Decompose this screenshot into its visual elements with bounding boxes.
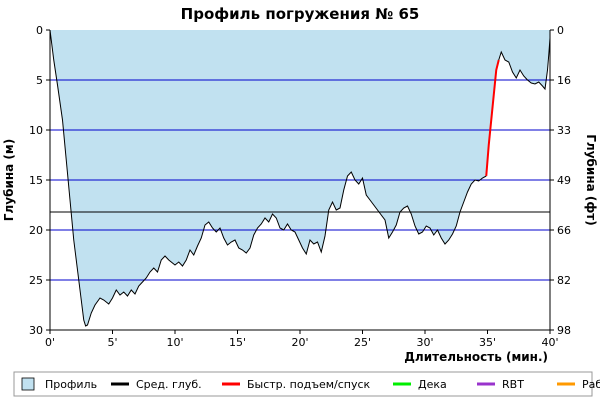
x-tick-label: 5' — [107, 336, 117, 349]
y-tick-label-left: 10 — [29, 124, 43, 137]
y-tick-label-left: 5 — [36, 74, 43, 87]
x-tick-label: 15' — [229, 336, 246, 349]
x-tick-label: 25' — [354, 336, 371, 349]
y-axis-title-right: Глубина (фт) — [584, 134, 598, 225]
legend-label-2: Быстр. подъем/спуск — [247, 378, 371, 391]
y-tick-label-left: 30 — [29, 324, 43, 337]
y-axis-title-left: Глубина (м) — [2, 139, 16, 221]
y-tick-label-left: 0 — [36, 24, 43, 37]
x-axis-title: Длительность (мин.) — [404, 350, 548, 364]
legend-label-4: RBT — [502, 378, 524, 391]
profile-area — [50, 30, 550, 326]
profile-lines — [49, 29, 551, 327]
chart-title: Профиль погружения № 65 — [181, 5, 420, 23]
x-tick-label: 20' — [291, 336, 308, 349]
axis-ticks: 0' 5' 10' 15' 20' 25' 30' 35' 40' 0 0 5 16 10 33 15 49 20… — [29, 24, 571, 349]
y-tick-label-right: 82 — [557, 274, 571, 287]
surface-segment-line — [498, 37, 551, 91]
legend-label-1: Сред. глуб. — [136, 378, 202, 391]
y-tick-label-left: 20 — [29, 224, 43, 237]
x-tick-label: 40' — [541, 336, 558, 349]
y-tick-label-right: 16 — [557, 74, 571, 87]
legend-swatch-profile — [21, 377, 35, 391]
legend-label-5: Раб. — [582, 378, 600, 391]
x-tick-label: 35' — [479, 336, 496, 349]
x-tick-label: 0' — [45, 336, 55, 349]
y-tick-label-right: 66 — [557, 224, 571, 237]
grid-lines — [50, 79, 550, 281]
y-tick-label-left: 15 — [29, 174, 43, 187]
legend-label-3: Дека — [418, 378, 447, 391]
y-tick-label-right: 98 — [557, 324, 571, 337]
y-tick-label-right: 49 — [557, 174, 571, 187]
legend-label-0: Профиль — [45, 378, 97, 391]
legend: Профиль Сред. глуб. Быстр. подъем/спуск Дек… — [13, 371, 600, 397]
x-tick-label: 10' — [166, 336, 183, 349]
profile-series — [50, 30, 550, 326]
legend-frame — [13, 371, 593, 397]
fast-ascent-line — [485, 59, 500, 177]
y-tick-label-left: 25 — [29, 274, 43, 287]
profile-line — [49, 29, 487, 327]
x-tick-label: 30' — [416, 336, 433, 349]
y-tick-label-right: 0 — [557, 24, 564, 37]
y-tick-label-right: 33 — [557, 124, 571, 137]
